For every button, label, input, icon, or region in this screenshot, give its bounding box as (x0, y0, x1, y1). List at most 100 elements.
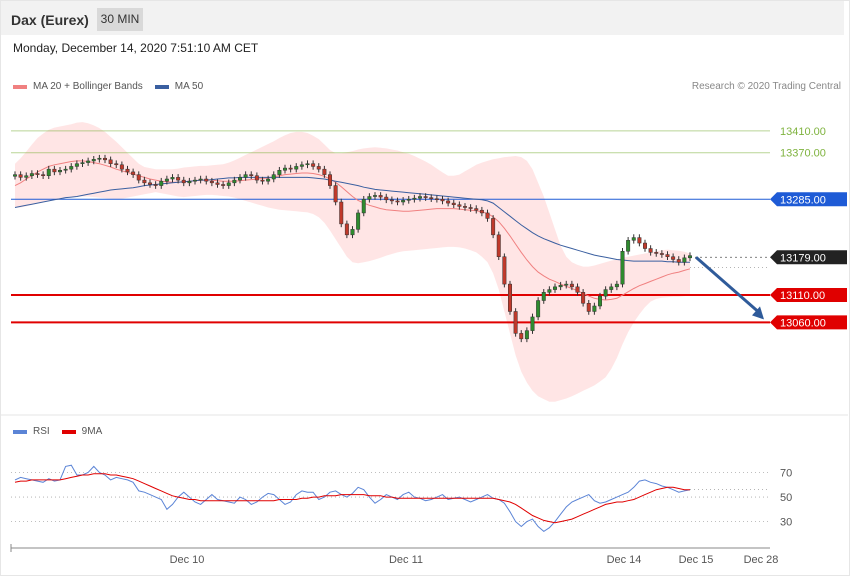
candle-body (637, 237, 642, 244)
candle-body (193, 179, 197, 182)
x-tick-label: Dec 14 (607, 554, 642, 566)
candle-body (35, 173, 40, 175)
legend-label-rsi: RSI (33, 426, 50, 437)
candle-body (536, 300, 541, 318)
candle-body (46, 168, 51, 176)
rsi-ma-line (14, 473, 690, 524)
candle-body (350, 229, 355, 236)
legend-item-rsi-ma: 9MA (61, 426, 102, 437)
candle-body (598, 295, 602, 307)
candle-body (592, 305, 597, 312)
candle-body (626, 240, 631, 252)
candle-body (249, 174, 254, 176)
candle-body (558, 284, 563, 288)
candle-body (114, 163, 119, 166)
candle-body (119, 164, 124, 170)
candle-body (288, 167, 293, 170)
candle-body (648, 248, 653, 253)
candle-body (108, 159, 113, 164)
candle-body (226, 182, 231, 186)
candle-body (153, 184, 158, 186)
candle-body (631, 237, 636, 241)
candle-body (429, 197, 434, 199)
candle-body (339, 201, 344, 225)
copyright-text: Research © 2020 Trading Central (691, 81, 841, 92)
candle-body (63, 168, 68, 171)
x-tick-label: Dec 10 (170, 554, 205, 566)
candle-body (41, 174, 46, 176)
candle-body (356, 212, 361, 230)
candle-body (164, 178, 169, 182)
candle-body (176, 177, 181, 181)
candle-body (209, 180, 214, 184)
candle-body (159, 180, 164, 186)
level-tag-4 (770, 288, 847, 303)
level-tag-5 (770, 315, 847, 330)
rsi-tick-label: 50 (780, 492, 792, 504)
candle-body (496, 234, 501, 257)
candle-body (643, 242, 647, 249)
candle-body (142, 179, 147, 184)
candle-body (86, 160, 91, 163)
candle-body (221, 184, 226, 186)
instrument-title: Dax (Eurex) (11, 12, 89, 28)
candle-body (603, 289, 608, 297)
legend-label-bollinger: MA 20 + Bollinger Bands (33, 81, 143, 92)
x-tick-label: Dec 11 (389, 554, 423, 566)
candle-body (97, 157, 102, 160)
level-tag-3 (770, 250, 847, 265)
candle-body (491, 218, 496, 236)
candle-body (316, 166, 321, 170)
level-label-4: 13110.00 (780, 290, 825, 302)
candle-body (58, 170, 62, 173)
candle-body (29, 173, 34, 176)
candle-body (136, 174, 141, 181)
candle-body (614, 283, 619, 288)
candle-body (181, 179, 186, 184)
candle-body (513, 311, 518, 334)
candle-body (243, 174, 248, 178)
timeframe-badge[interactable]: 30 MIN (97, 8, 143, 31)
legend-item-ma50: MA 50 (154, 81, 203, 92)
forecast-arrow-head (752, 306, 764, 320)
candle-body (260, 179, 265, 182)
candle-body (688, 255, 692, 259)
candle-body (311, 163, 316, 167)
candle-body (170, 177, 175, 180)
candle-body (676, 259, 681, 263)
candle-body (232, 179, 237, 184)
candle-body (74, 163, 79, 167)
candle-body (91, 159, 96, 162)
candle-body (508, 283, 512, 312)
rsi-legend: RSI 9MA (13, 426, 114, 437)
candle-body (52, 168, 57, 173)
candle-body (80, 162, 85, 164)
legend-swatch-rsi (13, 429, 27, 434)
candle-body (187, 180, 192, 184)
candle-body (373, 195, 377, 197)
candle-body (479, 209, 484, 214)
candle-body (530, 316, 535, 331)
legend-swatch-rsi-ma (61, 429, 76, 434)
candle-body (575, 286, 580, 293)
x-tick-label: Dec 15 (679, 554, 714, 566)
candle-body (423, 196, 428, 198)
candle-body (215, 182, 220, 185)
candle-body (384, 196, 389, 201)
candle-body (659, 253, 664, 255)
candle-body (564, 283, 569, 286)
candle-body (305, 163, 310, 166)
chart-header: Dax (Eurex) 30 MIN (1, 1, 844, 35)
candle-body (125, 168, 130, 173)
candle-body (524, 330, 529, 340)
level-tag-2 (770, 192, 847, 207)
price-legend: MA 20 + Bollinger Bands MA 50 (13, 81, 215, 92)
candle-body (69, 166, 74, 170)
candle-body (344, 223, 349, 236)
candle-body (271, 174, 276, 180)
candle-body (406, 199, 411, 201)
level-label-2: 13285.00 (780, 194, 826, 206)
candle-body (682, 257, 687, 263)
date-line: Monday, December 14, 2020 7:51:10 AM CET (13, 41, 259, 55)
